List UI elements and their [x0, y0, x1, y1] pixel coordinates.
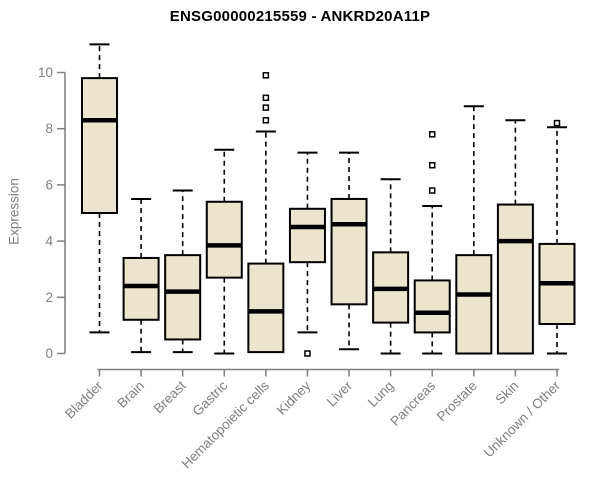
- boxplot-breast-box: [164, 254, 202, 341]
- x-tick-label-skin: Skin: [492, 378, 521, 407]
- boxplot-prostate-box: [455, 254, 493, 355]
- x-tick-label-gastric: Gastric: [190, 378, 231, 419]
- boxplot-pancreas-outlier-point: [428, 131, 436, 138]
- boxplot-hematopoietic-cells-outlier-point: [262, 117, 270, 124]
- boxplot-pancreas-outlier-point: [428, 187, 436, 194]
- boxplot-pancreas-outlier-point: [428, 161, 436, 169]
- boxplot-liver-box: [330, 197, 368, 306]
- x-tick-label-breast: Breast: [151, 378, 189, 416]
- boxplot-skin-box: [496, 203, 534, 355]
- x-tick-label-brain: Brain: [114, 378, 147, 411]
- y-tick-label: 10: [38, 65, 53, 80]
- y-tick-label: 8: [45, 121, 53, 136]
- x-tick-label-lung: Lung: [365, 378, 397, 410]
- x-tick-label-prostate: Prostate: [434, 378, 480, 424]
- boxplot-hematopoietic-cells-outlier-point: [262, 72, 270, 79]
- boxplot-pancreas-box: [413, 279, 451, 334]
- boxplot-kidney-box: [288, 207, 326, 264]
- x-tick-label-bladder: Bladder: [62, 378, 106, 422]
- boxplot-bladder-box: [81, 77, 118, 215]
- boxplot-hematopoietic-cells-box: [247, 262, 285, 354]
- boxplot-gastric-box: [205, 200, 243, 279]
- y-tick-label: 0: [45, 346, 53, 361]
- boxplot-brain-box: [122, 256, 160, 321]
- y-tick-label: 6: [45, 177, 53, 192]
- boxplot-hematopoietic-cells-outlier-point: [262, 104, 270, 111]
- x-tick-label-pancreas: Pancreas: [387, 378, 438, 429]
- y-tick-label: 2: [45, 290, 53, 305]
- boxplot-unknown-other-outlier-point: [553, 119, 561, 127]
- boxplot-hematopoietic-cells-outlier-point: [262, 94, 270, 102]
- x-tick-label-liver: Liver: [324, 378, 356, 410]
- boxplot-kidney-outlier-point: [304, 350, 311, 357]
- x-tick-label-kidney: Kidney: [274, 378, 314, 418]
- x-tick-label-unknown-other: Unknown / Other: [481, 378, 564, 461]
- chart-title: ENSG00000215559 - ANKRD20A11P: [169, 8, 431, 25]
- y-tick-label: 4: [45, 234, 53, 249]
